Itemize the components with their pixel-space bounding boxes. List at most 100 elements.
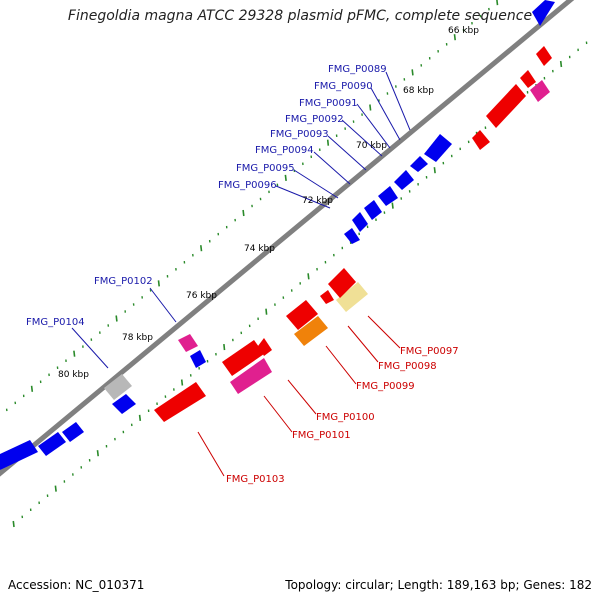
inner-tick	[391, 202, 394, 209]
leader-p0103	[197, 431, 225, 477]
label-fmg-p0099: FMG_P0099	[356, 381, 415, 392]
gene-fwd-p0096	[344, 228, 360, 244]
gene-p0098	[328, 268, 356, 298]
outer-tick	[369, 104, 372, 111]
gene-fwd-p0104	[112, 394, 136, 414]
inner-tick	[433, 167, 436, 174]
outer-tick-marks	[5, 0, 499, 412]
outer-tick	[73, 350, 76, 357]
axis-label-70: 70 kbp	[356, 141, 387, 151]
gene-p0101b	[230, 358, 272, 394]
inner-tick	[138, 414, 142, 421]
gene-red-top-4	[472, 130, 490, 150]
reverse-strand-genes	[104, 46, 552, 422]
forward-gene-labels: FMG_P0089 FMG_P0090 FMG_P0091 FMG_P0092 …	[26, 64, 387, 328]
gene-p0102b	[178, 334, 198, 352]
leader-p0092	[341, 119, 383, 157]
axis-label-72: 72 kbp	[302, 196, 333, 206]
gene-red-top-2	[520, 70, 536, 88]
outer-tick	[30, 385, 34, 392]
gene-p0103	[154, 382, 206, 422]
leader-p0100	[287, 379, 317, 415]
inner-tick	[307, 273, 310, 280]
label-fmg-p0104: FMG_P0104	[26, 317, 85, 328]
gene-p0099	[320, 290, 334, 304]
leader-p0099	[325, 345, 357, 385]
gene-fwd-p0094	[364, 200, 382, 220]
outer-tick	[242, 209, 245, 217]
axis-label-78: 78 kbp	[122, 333, 153, 343]
plasmid-backbone	[0, 0, 575, 477]
gene-leader-lines	[71, 71, 411, 477]
gene-fwd-p0102	[190, 350, 206, 368]
leader-p0089	[385, 71, 411, 131]
outer-tick	[326, 139, 330, 146]
axis-label-66: 66 kbp	[448, 26, 479, 36]
inner-tick	[54, 485, 57, 492]
gene-p0101	[222, 340, 264, 376]
label-fmg-p0090: FMG_P0090	[314, 81, 373, 92]
leader-p0098	[347, 325, 379, 363]
label-fmg-p0093: FMG_P0093	[270, 129, 329, 140]
outer-tick	[157, 280, 160, 287]
outer-tick	[411, 69, 414, 76]
forward-strand-genes	[0, 0, 555, 470]
label-fmg-p0103: FMG_P0103	[226, 474, 285, 485]
label-fmg-p0098: FMG_P0098	[378, 361, 437, 372]
label-fmg-p0096: FMG_P0096	[218, 180, 277, 191]
inner-tick	[180, 379, 184, 386]
inner-tick	[96, 450, 99, 457]
leader-p0093	[327, 135, 367, 171]
accession-text: Accession: NC_010371	[8, 578, 145, 592]
gene-p0097	[336, 282, 368, 312]
leader-p0101	[263, 395, 293, 433]
leader-p0104	[71, 327, 109, 369]
leader-p0096	[275, 185, 331, 209]
gene-fwd-p0089	[424, 134, 452, 162]
gene-fwd-p0095	[352, 212, 368, 232]
outer-tick	[200, 245, 203, 252]
label-fmg-p0092: FMG_P0092	[285, 114, 344, 125]
label-fmg-p0089: FMG_P0089	[328, 64, 387, 75]
label-fmg-p0100: FMG_P0100	[316, 412, 375, 423]
map-title: Finegoldia magna ATCC 29328 plasmid pFMC…	[67, 8, 533, 24]
outer-tick	[284, 174, 287, 181]
axis-label-80: 80 kbp	[58, 370, 89, 380]
axis-labels: 66 kbp 68 kbp 70 kbp 72 kbp 74 kbp 76 kb…	[58, 26, 479, 380]
axis-label-68: 68 kbp	[403, 86, 434, 96]
inner-tick	[265, 308, 268, 315]
gene-pink-top	[530, 80, 550, 102]
label-fmg-p0094: FMG_P0094	[255, 145, 314, 156]
leader-p0095	[293, 169, 339, 199]
axis-label-74: 74 kbp	[244, 244, 275, 254]
gene-fwd-p0091	[394, 170, 414, 190]
gene-fwd-p0090	[410, 156, 428, 172]
reverse-gene-labels: FMG_P0097 FMG_P0098 FMG_P0099 FMG_P0100 …	[226, 346, 459, 485]
gene-fwd-left-2	[38, 432, 66, 456]
topology-summary: Topology: circular; Length: 189,163 bp; …	[285, 578, 592, 592]
inner-tick	[559, 60, 563, 68]
axis-label-76: 76 kbp	[186, 291, 217, 301]
gene-red-top-1	[536, 46, 552, 66]
inner-tick	[12, 520, 15, 528]
gene-fwd-left-1	[62, 422, 84, 442]
leader-p0097	[367, 315, 401, 349]
outer-tick	[453, 34, 456, 41]
gene-grey	[104, 374, 132, 400]
gene-p0100	[286, 300, 318, 330]
leader-p0102	[149, 287, 177, 323]
leader-p0091	[356, 103, 391, 149]
leader-p0094	[313, 151, 351, 185]
outer-tick	[115, 315, 118, 322]
inner-tick	[223, 344, 226, 351]
outer-tick	[496, 0, 499, 6]
leader-p0090	[370, 87, 401, 141]
label-fmg-p0102: FMG_P0102	[94, 276, 153, 287]
gene-fwd-top-1	[532, 0, 555, 26]
label-fmg-p0091: FMG_P0091	[299, 98, 358, 109]
gene-fwd-p0093	[378, 186, 398, 206]
label-fmg-p0095: FMG_P0095	[236, 163, 295, 174]
label-fmg-p0101: FMG_P0101	[292, 430, 351, 441]
label-fmg-p0097: FMG_P0097	[400, 346, 459, 357]
